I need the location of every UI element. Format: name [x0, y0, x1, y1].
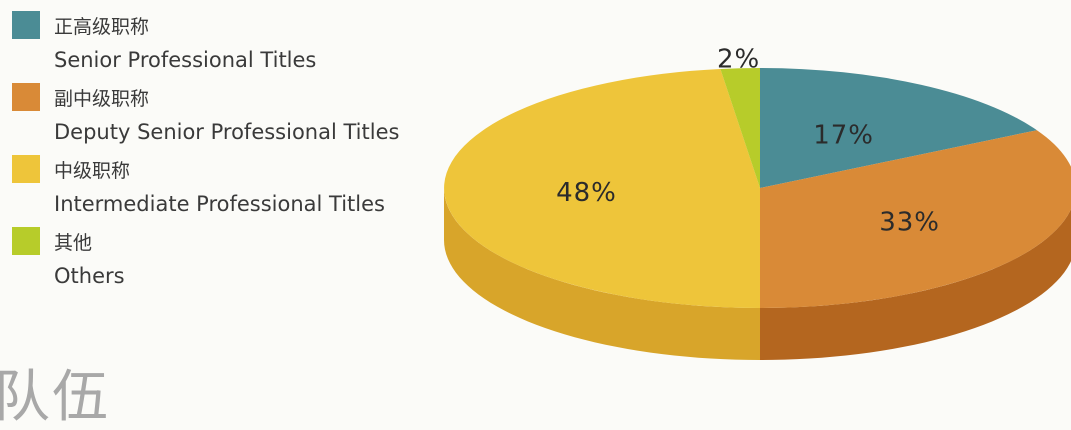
legend-label-cn: 正高级职称 [54, 16, 150, 38]
pie-data-label: 33% [879, 208, 940, 238]
legend-item-intermediate: 中级职称 Intermediate Professional Titles [12, 152, 432, 224]
legend-label-en: Intermediate Professional Titles [54, 192, 385, 216]
legend-label-cn: 副中级职称 [54, 88, 150, 110]
pie-slice [444, 68, 760, 308]
pie-chart: 17% 33% 48% 2% [444, 45, 1071, 360]
legend-swatch [12, 83, 40, 111]
legend-label-cn: 中级职称 [54, 160, 131, 182]
legend-label-en: Others [54, 264, 125, 288]
pie-data-label: 48% [556, 178, 617, 208]
legend-item-deputy-senior: 副中级职称 Deputy Senior Professional Titles [12, 80, 432, 152]
legend-label-en: Senior Professional Titles [54, 48, 317, 72]
pie-labels: 17% 33% 48% 2% [556, 45, 940, 238]
pie-sides [444, 188, 1071, 360]
legend-label-en: Deputy Senior Professional Titles [54, 120, 400, 144]
pie-slice-side [444, 188, 760, 360]
legend-swatch [12, 227, 40, 255]
legend-item-senior: 正高级职称 Senior Professional Titles [12, 8, 432, 80]
pie-top [444, 68, 1071, 308]
legend-swatch [12, 11, 40, 39]
legend-item-others: 其他 Others [12, 224, 432, 296]
pie-data-label: 2% [717, 45, 760, 75]
pie-slice [720, 68, 760, 188]
section-heading: 队伍 [0, 365, 110, 430]
pie-slice-side [760, 209, 1071, 360]
pie-data-label: 17% [813, 120, 874, 150]
legend-swatch [12, 155, 40, 183]
chart-legend: 正高级职称 Senior Professional Titles 副中级职称 D… [12, 8, 432, 296]
pie-slice [760, 68, 1037, 188]
pie-slice [760, 130, 1071, 308]
legend-label-cn: 其他 [54, 232, 93, 254]
